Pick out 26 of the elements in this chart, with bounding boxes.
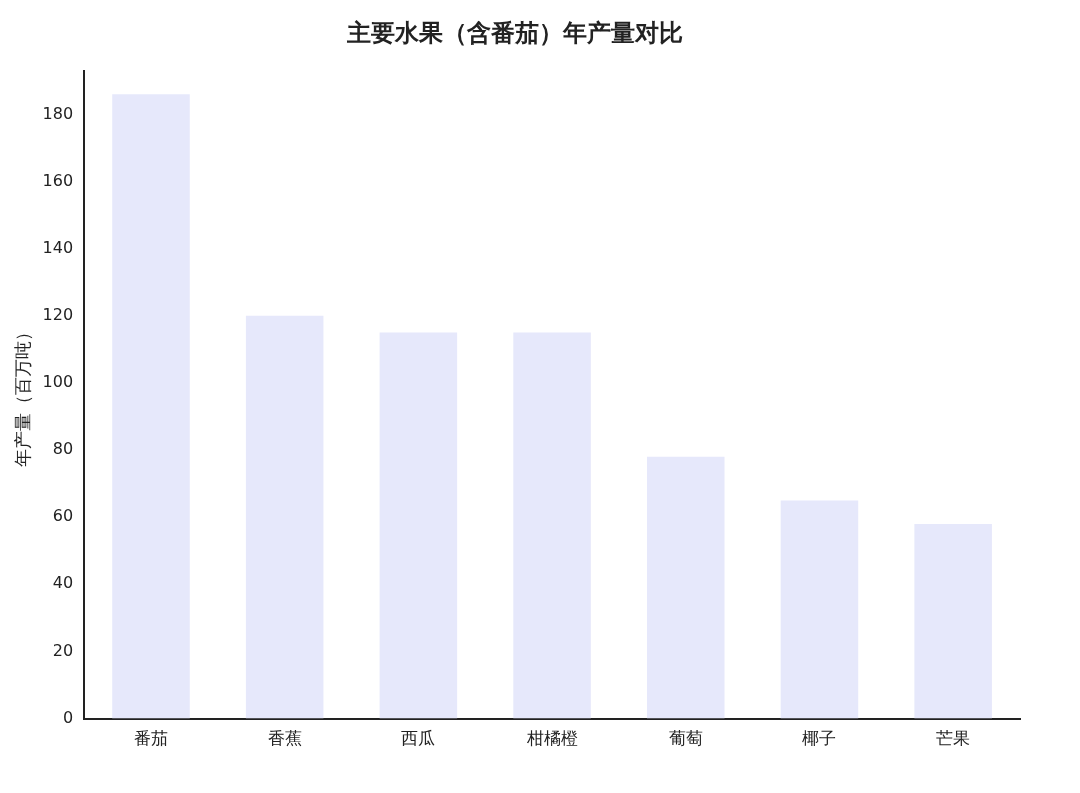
- x-tick-label: 葡萄: [668, 728, 703, 749]
- y-axis-title: 年产量（百万吨）: [12, 322, 34, 467]
- y-tick-label: 20: [52, 640, 74, 660]
- bar: [379, 332, 458, 719]
- y-tick-label: 180: [42, 103, 74, 123]
- y-tick-label: 160: [42, 170, 74, 190]
- bar: [513, 332, 591, 719]
- x-tick-label: 椰子: [802, 728, 837, 749]
- y-tick-label: 60: [52, 506, 74, 526]
- y-tick-label: 0: [62, 707, 74, 727]
- x-tick-label: 香蕉: [267, 728, 302, 749]
- bar: [646, 456, 725, 719]
- y-tick-label: 100: [42, 372, 74, 392]
- x-tick-label: 番茄: [133, 728, 168, 749]
- x-tick-label: 芒果: [936, 728, 971, 749]
- bar: [245, 315, 324, 719]
- chart-title: 主要水果（含番茄）年产量对比: [346, 18, 683, 47]
- y-tick-label: 80: [52, 439, 74, 459]
- y-tick-label: 120: [42, 304, 74, 324]
- x-tick-label: 西瓜: [401, 728, 436, 749]
- y-tick-label: 140: [42, 237, 74, 257]
- bar: [780, 500, 859, 719]
- bar: [914, 523, 992, 719]
- x-tick-label: 柑橘橙: [525, 728, 578, 749]
- y-tick-label: 40: [52, 573, 74, 593]
- bar: [112, 94, 190, 719]
